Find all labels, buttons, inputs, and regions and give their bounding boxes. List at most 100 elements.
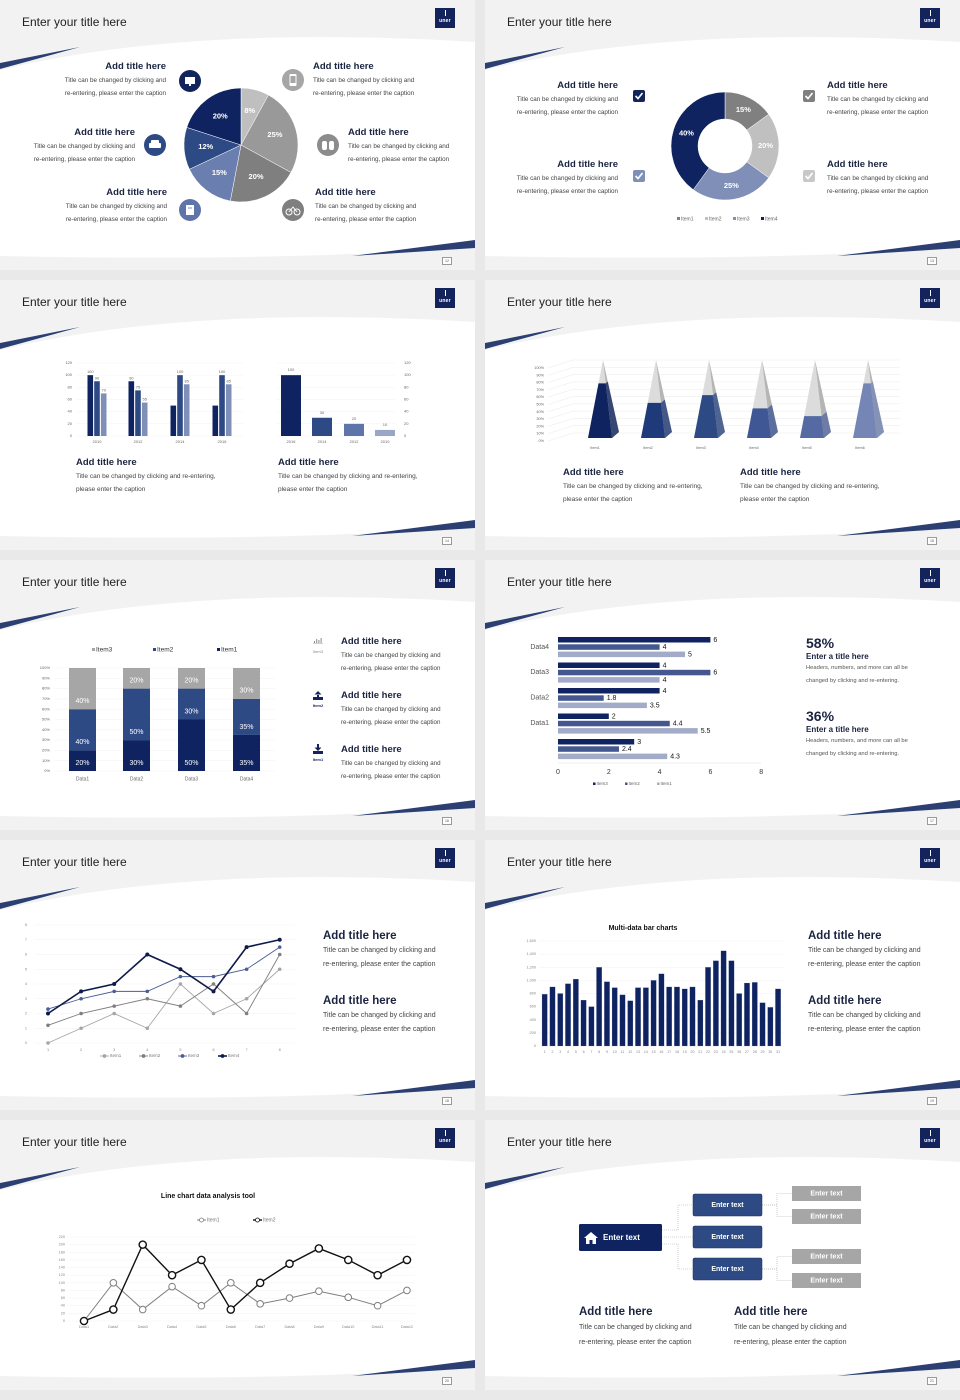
content-area xyxy=(0,876,475,1098)
bar xyxy=(713,960,719,1047)
x-tick-label: Data4 xyxy=(167,1325,177,1329)
gridline xyxy=(547,418,900,427)
y-tick-label: 60% xyxy=(42,706,50,711)
x-tick-label: 3 xyxy=(113,1048,115,1052)
block-caption: Title can be changed by clicking and xyxy=(348,142,450,150)
data-point xyxy=(112,1004,116,1008)
block-caption: Title can be changed by clicking and xyxy=(323,1011,436,1019)
block-caption: re-entering, please enter the caption xyxy=(579,1339,692,1346)
y-tick-label: 2 xyxy=(25,1012,27,1016)
bar xyxy=(573,978,579,1047)
y-tick-label: 80 xyxy=(68,384,73,389)
legend-marker xyxy=(102,1054,107,1058)
bar-segment xyxy=(123,688,150,741)
data-point xyxy=(344,1293,353,1302)
branch-node[interactable]: Enter text xyxy=(692,1225,763,1249)
logo: uner xyxy=(435,1128,455,1148)
y-tick-label: 160 xyxy=(59,1258,65,1262)
legend-label: Item4 xyxy=(765,216,778,222)
x-tick-label: Item3 xyxy=(696,446,706,450)
bar-segment xyxy=(233,698,260,735)
pie-slice xyxy=(240,94,299,173)
monitor-icon xyxy=(179,70,201,92)
data-label: 5.5 xyxy=(701,728,711,735)
bar xyxy=(558,728,698,734)
text-block: Add title here Title can be changed by cl… xyxy=(323,929,436,973)
legend-label: Item3 xyxy=(96,647,113,654)
node-label: Enter text xyxy=(603,1233,640,1242)
bar xyxy=(596,967,602,1047)
logo: uner xyxy=(435,8,455,28)
x-tick-label: Data12 xyxy=(401,1325,413,1329)
gridline xyxy=(547,396,900,405)
bar xyxy=(558,720,670,727)
slice-label: 15% xyxy=(736,105,751,114)
data-label: 55 xyxy=(142,397,147,402)
slide-15: Enter your title here uner 15 0% 10% 20% 30% 40… xyxy=(485,280,960,550)
x-tick-label: 22 xyxy=(706,1050,710,1054)
x-tick-label: 10 xyxy=(613,1050,617,1054)
y-tick-label: 100 xyxy=(404,372,411,377)
block-caption: Title can be changed by clicking and xyxy=(341,759,441,767)
block-title: Add title here xyxy=(76,457,137,468)
data-point xyxy=(403,1286,411,1295)
logo: uner xyxy=(920,1128,940,1148)
block-caption: re-entering, please enter the caption xyxy=(516,187,618,195)
bar xyxy=(558,702,647,709)
y-tick-label: 30% xyxy=(42,737,50,742)
bar-segment xyxy=(233,734,260,771)
slide-graphics: 6 4 5 4 6 4 4 1.8 3.5 2 4.4 5.5 3 2.4 4.3 Data4 Data3 Dat… xyxy=(530,637,763,786)
checkbox-checked-icon xyxy=(633,90,645,102)
data-point xyxy=(79,1316,89,1326)
y-tick-label: 8 xyxy=(25,923,27,927)
y-tick-label: 10% xyxy=(42,758,50,763)
data-label: 1.8 xyxy=(607,695,617,702)
data-label: 70 xyxy=(101,387,106,392)
chart-title: Multi-data bar charts xyxy=(609,925,678,932)
data-label: 100 xyxy=(177,369,184,374)
leaf-node[interactable]: Enter text xyxy=(792,1186,861,1201)
text-block: Add title here Title can be changed by cl… xyxy=(734,1305,847,1351)
x-tick-label: 8 xyxy=(759,769,763,776)
bar xyxy=(666,986,672,1047)
data-point xyxy=(112,989,116,994)
bar xyxy=(689,986,696,1047)
data-point xyxy=(315,1287,323,1296)
x-tick-label: 25 xyxy=(729,1050,733,1054)
data-point xyxy=(79,996,83,1001)
y-tick-label: 140 xyxy=(59,1266,65,1270)
data-point xyxy=(46,1023,50,1028)
leaf-node[interactable]: Enter text xyxy=(792,1273,861,1288)
bar xyxy=(549,986,556,1047)
bar xyxy=(281,375,301,436)
block-caption: Title can be changed by clicking and xyxy=(33,142,135,150)
x-tick-label: Data11 xyxy=(372,1325,384,1329)
data-point xyxy=(197,1301,206,1310)
logo: uner xyxy=(920,288,940,308)
x-tick-label: Data1 xyxy=(79,1325,89,1329)
text-block: Add title here Title can be changed by cl… xyxy=(66,187,167,226)
y-tick-label: 120 xyxy=(404,360,411,365)
icon-label: Item3 xyxy=(313,649,324,654)
text-block: Add title here Title can be changed by cl… xyxy=(341,636,441,675)
block-caption: Title can be changed by clicking and xyxy=(827,95,929,103)
x-tick-label: Data1 xyxy=(76,776,90,782)
branch-node[interactable]: Enter text xyxy=(692,1193,763,1217)
accent-swoosh xyxy=(837,240,960,256)
x-tick-label: Data3 xyxy=(138,1325,148,1329)
data-label: 2.4 xyxy=(622,746,632,753)
bar-segment xyxy=(178,688,205,720)
leaf-node[interactable]: Enter text xyxy=(792,1209,861,1224)
series-line xyxy=(47,954,281,1026)
leaf-node[interactable]: Enter text xyxy=(792,1249,861,1264)
root-node[interactable]: Enter text xyxy=(579,1224,662,1251)
stat-caption: Headers, numbers, and more can all be xyxy=(806,665,908,671)
bar xyxy=(557,993,564,1047)
data-point xyxy=(277,945,282,949)
branch-node[interactable]: Enter text xyxy=(692,1257,763,1281)
block-title: Add title here xyxy=(341,636,402,647)
block-caption: Title can be changed by clicking and xyxy=(64,76,166,84)
block-title: Add title here xyxy=(557,159,618,170)
accent-swoosh xyxy=(485,47,565,69)
x-tick-label: Item1 xyxy=(590,446,600,450)
